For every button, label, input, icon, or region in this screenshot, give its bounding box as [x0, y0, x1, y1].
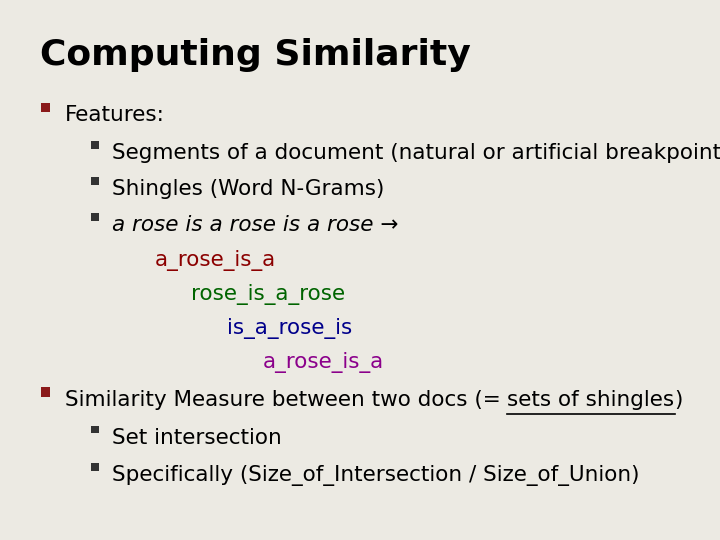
FancyBboxPatch shape: [91, 141, 99, 148]
Text: rose_is_a_rose: rose_is_a_rose: [191, 284, 345, 305]
Text: sets of shingles: sets of shingles: [508, 390, 675, 410]
FancyBboxPatch shape: [91, 463, 99, 471]
Text: Set intersection: Set intersection: [112, 428, 282, 448]
FancyBboxPatch shape: [41, 103, 50, 112]
FancyBboxPatch shape: [41, 387, 50, 397]
Text: Shingles (Word N-Grams): Shingles (Word N-Grams): [112, 179, 384, 199]
Text: Computing Similarity: Computing Similarity: [40, 38, 470, 72]
FancyBboxPatch shape: [91, 213, 99, 221]
Text: ): ): [675, 390, 683, 410]
FancyBboxPatch shape: [91, 177, 99, 185]
Text: a rose is a rose is a rose →: a rose is a rose is a rose →: [112, 215, 398, 235]
Text: a_rose_is_a: a_rose_is_a: [263, 352, 384, 373]
Text: is_a_rose_is: is_a_rose_is: [227, 318, 352, 339]
Text: Segments of a document (natural or artificial breakpoints): Segments of a document (natural or artif…: [112, 143, 720, 163]
FancyBboxPatch shape: [91, 426, 99, 433]
Text: a_rose_is_a: a_rose_is_a: [155, 250, 276, 271]
Text: Features:: Features:: [65, 105, 165, 125]
Text: Similarity Measure between two docs (=: Similarity Measure between two docs (=: [65, 390, 508, 410]
Text: Specifically (Size_of_Intersection / Size_of_Union): Specifically (Size_of_Intersection / Siz…: [112, 465, 639, 487]
